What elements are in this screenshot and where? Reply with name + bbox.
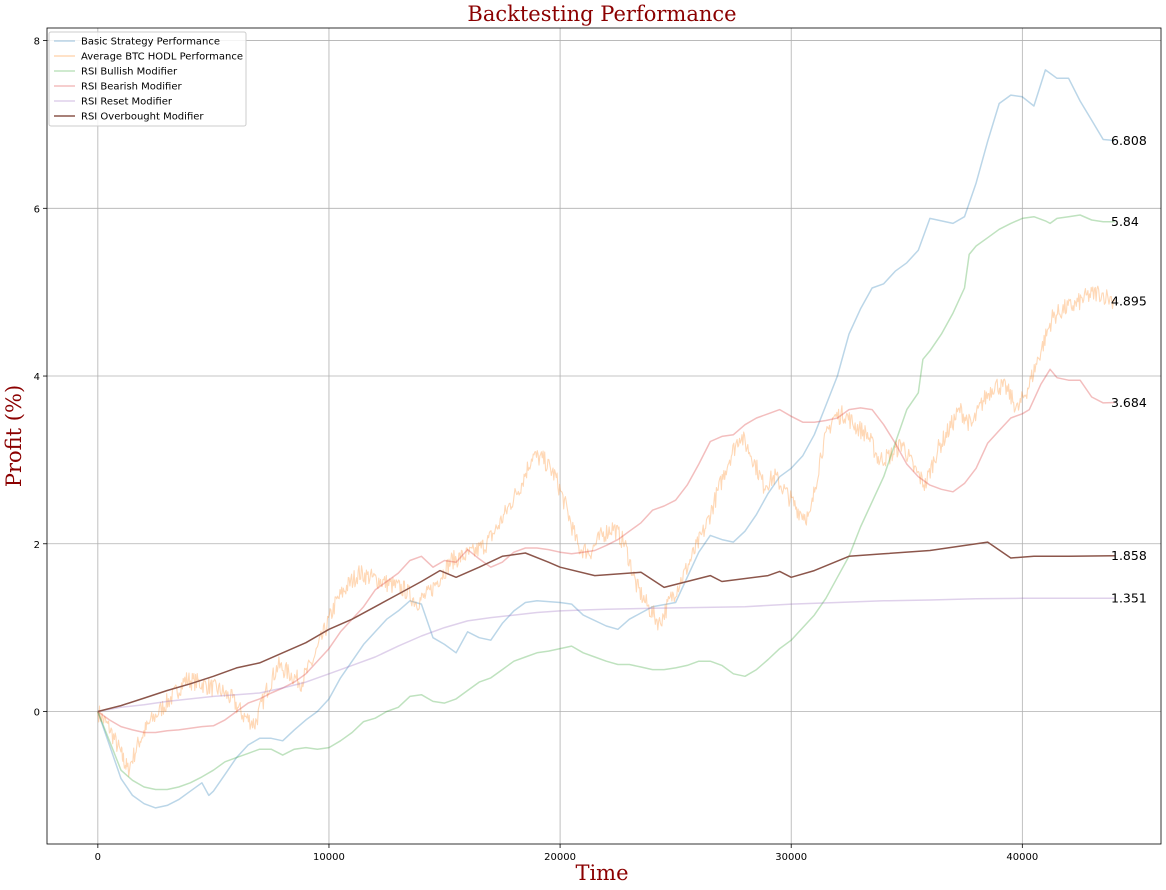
end-value-label-average-btc-hodl-performance: 4.895 (1111, 293, 1147, 308)
series-line-rsi-overbought-modifier (97, 541, 1115, 713)
series-line-rsi-bearish-modifier (97, 368, 1115, 734)
chart-title: Backtesting Performance (467, 2, 736, 26)
x-axis-ticks: 0 10000 20000 30000 40000 (95, 844, 1038, 863)
x-tick-label: 40000 (1006, 852, 1038, 863)
series-line-average-btc-hodl-performance (97, 285, 1116, 777)
y-tick-label: 0 (34, 707, 40, 718)
x-tick-label: 30000 (775, 852, 807, 863)
y-tick-label: 2 (34, 540, 40, 551)
legend-label-rsi-bearish-modifier: RSI Bearish Modifier (81, 82, 183, 93)
y-tick-label: 4 (34, 372, 40, 383)
legend-label-average-btc-hodl-performance: Average BTC HODL Performance (81, 52, 243, 63)
y-tick-label: 6 (34, 204, 40, 215)
series-end-labels: 6.808 4.895 5.84 3.684 1.351 1.858 (1111, 133, 1147, 606)
plot-frame (46, 27, 1162, 845)
end-value-label-basic-strategy-performance: 6.808 (1111, 133, 1147, 148)
legend-box (48, 31, 247, 127)
end-value-label-rsi-bearish-modifier: 3.684 (1111, 395, 1147, 410)
legend-label-rsi-overbought-modifier: RSI Overbought Modifier (81, 112, 204, 123)
end-value-label-rsi-overbought-modifier: 1.858 (1111, 548, 1147, 563)
x-axis-label: Time (575, 861, 628, 885)
x-tick-label: 0 (95, 852, 101, 863)
legend: Basic Strategy Performance Average BTC HO… (48, 31, 247, 127)
y-axis-ticks: 0 2 4 6 8 (34, 37, 47, 718)
end-value-label-rsi-reset-modifier: 1.351 (1111, 591, 1147, 606)
y-axis-label: Profit (%) (2, 385, 26, 487)
legend-label-rsi-bullish-modifier: RSI Bullish Modifier (81, 67, 178, 78)
legend-label-rsi-reset-modifier: RSI Reset Modifier (81, 97, 173, 108)
series-line-basic-strategy-performance (97, 69, 1115, 809)
x-tick-label: 10000 (313, 852, 345, 863)
end-value-label-rsi-bullish-modifier: 5.84 (1111, 214, 1139, 229)
series-line-rsi-bullish-modifier (97, 214, 1115, 791)
series-lines (97, 69, 1116, 809)
grid-lines (47, 28, 1161, 844)
legend-label-basic-strategy-performance: Basic Strategy Performance (81, 37, 220, 48)
y-tick-label: 8 (34, 37, 40, 48)
x-tick-label: 20000 (544, 852, 576, 863)
series-line-rsi-reset-modifier (97, 597, 1115, 713)
